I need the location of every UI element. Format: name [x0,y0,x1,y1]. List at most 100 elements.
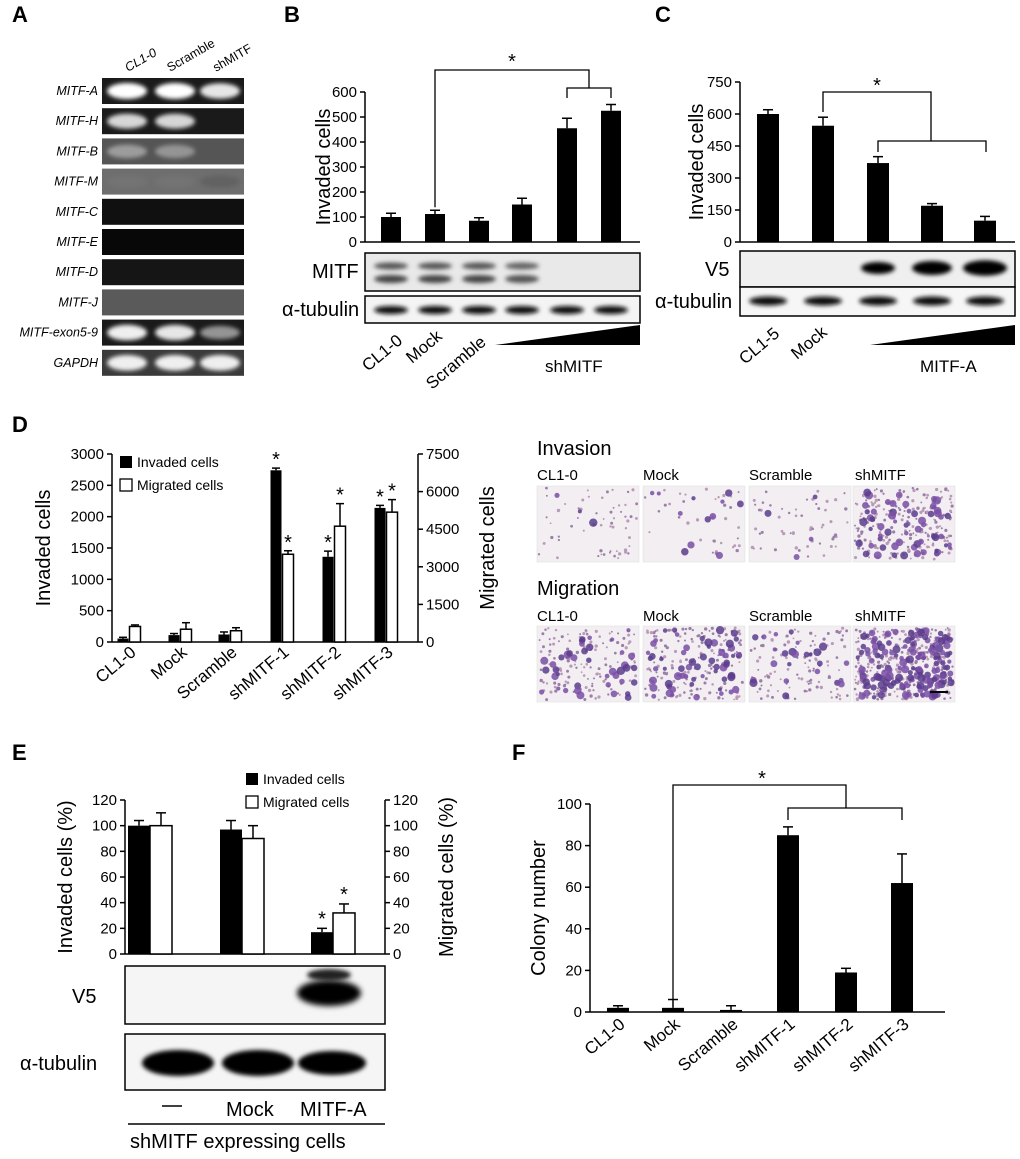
cell-dot [807,682,810,685]
cell-dot [690,637,693,641]
cell-dot [776,689,779,693]
cell-dot [618,552,622,556]
cell-dot [709,663,713,667]
cell-dot [949,509,952,513]
cell-dot [723,503,727,507]
cell-stained [539,689,545,695]
mig-label-shmitf: shMITF [855,608,906,625]
cell-dot [932,557,936,561]
cell-dot [717,634,721,637]
cell-stained [868,526,873,532]
cell-stained [681,548,689,556]
blot-label-v5: V5 [705,259,729,281]
mig-label-scramble: Scramble [749,608,812,625]
cell-dot [545,682,549,685]
cell-dot [946,539,949,543]
cell-dot [657,698,660,701]
cell-dot [879,489,884,493]
cell-dot [556,556,559,560]
lane-label-cl1-0: CL1-0 [123,45,160,74]
cell-dot [552,636,556,640]
cell-dot [681,627,685,631]
cell-dot [882,633,885,637]
cell-dot [570,524,573,528]
cell-stained [619,650,625,655]
cell-stained [783,678,790,684]
cell-stained [872,648,878,654]
cell-dot [653,635,656,638]
cell-stained [700,673,705,679]
cell-dot [794,514,798,518]
cell-dot [895,663,900,667]
cell-dot [861,530,864,534]
cell-stained [608,667,617,676]
cell-dot [733,544,737,548]
cell-stained [699,635,705,642]
cell-dot [896,695,899,698]
cell-stained [881,648,889,656]
cell-stained [938,514,944,520]
cell-dot [926,651,929,654]
cell-dot [859,515,862,518]
cell-stained [901,691,910,699]
y-tick-label: 40 [100,895,117,912]
cell-stained [678,665,685,672]
cell-dot [817,680,821,684]
cell-dot [723,681,727,686]
y2-tick-label: 100 [393,818,418,835]
cell-dot [787,511,791,515]
cell-dot [853,539,857,542]
cell-dot [538,639,541,641]
cell-dot [912,683,916,687]
cell-dot [789,532,792,535]
cell-dot [873,501,877,504]
cell-dot [736,537,739,540]
y-tick-label: 80 [100,843,117,860]
legend-swatch-migrated [119,478,133,492]
cell-dot [617,504,621,507]
cell-dot [646,667,649,671]
cell-stained [731,653,736,658]
cell-stained [630,679,638,686]
cell-dot [792,637,795,640]
cell-dot [626,490,630,494]
inv-label-scramble: Scramble [749,467,812,484]
cell-dot [697,656,700,659]
cell-dot [944,628,947,631]
cell-dot [685,658,688,662]
cell-dot [616,692,620,695]
cell-dot [700,641,704,645]
cell-dot [624,646,628,650]
cell-dot [604,678,607,681]
cell-stained [542,666,550,674]
cell-dot [911,486,915,490]
cell-stained [687,541,695,549]
cell-dot [876,630,879,633]
cell-dot [605,646,608,649]
cell-stained [905,655,914,664]
cell-stained [887,667,893,673]
cell-dot [873,692,876,695]
cell-dot [609,525,612,528]
cell-dot [620,510,623,513]
y-tick-label: 2000 [71,509,104,526]
cell-stained [715,626,725,635]
cell-stained [939,649,946,656]
cell-dot [663,655,667,659]
cell-dot [711,683,714,686]
x-category-label: Scramble [674,1015,741,1076]
cell-dot [564,680,567,683]
cell-dot [618,693,621,696]
cell-stained [674,632,680,637]
cell-dot [764,675,767,678]
cell-stained [879,687,884,693]
cell-stained [563,687,569,694]
cell-dot [679,635,682,638]
cell-stained [706,644,711,649]
cell-dot [739,639,742,642]
gel-band [107,324,147,341]
cell-stained [894,678,901,684]
cell-dot [882,508,886,511]
bar-migrated [332,912,356,955]
legend-label-migrated: Migrated cells [137,477,223,493]
